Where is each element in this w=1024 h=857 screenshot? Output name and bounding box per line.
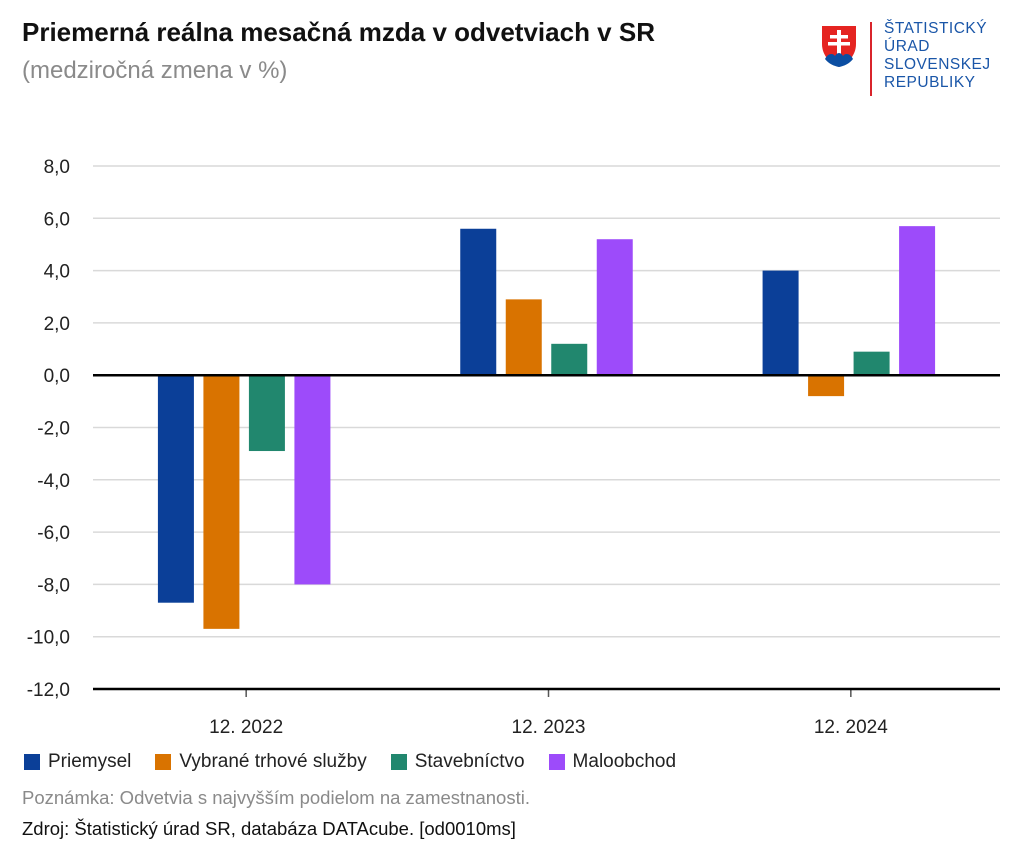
bar <box>596 239 633 376</box>
y-tick-label: 4,0 <box>44 262 70 283</box>
y-tick-label: -10,0 <box>27 628 70 649</box>
chart-legend: Priemysel Vybrané trhové služby Stavební… <box>24 751 676 773</box>
x-tick-label: 12. 2023 <box>512 717 586 738</box>
x-tick-label: 12. 2022 <box>209 717 283 738</box>
bar <box>505 299 542 376</box>
statistical-office-logo: ŠTATISTICKÝ ÚRAD SLOVENSKEJ REPUBLIKY <box>818 18 1008 98</box>
x-tick-label: 12. 2024 <box>814 717 888 738</box>
y-tick-label: 0,0 <box>44 366 70 387</box>
legend-item-sluzby: Vybrané trhové služby <box>155 751 367 773</box>
y-tick-label: -8,0 <box>37 575 70 596</box>
logo-line: REPUBLIKY <box>884 74 976 91</box>
y-tick-label: 2,0 <box>44 314 70 335</box>
legend-label: Maloobchod <box>572 751 677 772</box>
y-tick-label: 6,0 <box>44 209 70 230</box>
y-tick-label: -6,0 <box>37 523 70 544</box>
bar <box>460 228 497 376</box>
logo-line: SLOVENSKEJ <box>884 56 991 73</box>
chart-note: Poznámka: Odvetvia s najvyšším podielom … <box>22 787 530 808</box>
logo-line: ŠTATISTICKÝ <box>884 20 988 37</box>
legend-item-maloobchod: Maloobchod <box>548 751 677 773</box>
legend-item-priemysel: Priemysel <box>24 751 131 773</box>
logo-divider <box>870 22 872 96</box>
y-tick-label: 8,0 <box>44 157 70 178</box>
y-tick-label: -4,0 <box>37 471 70 492</box>
bar <box>203 375 240 629</box>
legend-label: Priemysel <box>48 751 132 772</box>
chart-title: Priemerná reálna mesačná mzda v odvetvia… <box>22 17 655 47</box>
bar <box>853 351 890 376</box>
bar <box>294 375 331 585</box>
legend-swatch <box>155 754 172 770</box>
logo-wordmark: ŠTATISTICKÝ ÚRAD SLOVENSKEJ REPUBLIKY <box>884 20 991 92</box>
logo-line: ÚRAD <box>884 38 930 55</box>
bar <box>899 226 936 376</box>
y-tick-label: -12,0 <box>27 680 70 701</box>
bar <box>762 270 799 376</box>
legend-item-stavebnictvo: Stavebníctvo <box>390 751 525 773</box>
legend-swatch <box>390 754 407 770</box>
bar <box>551 343 588 376</box>
bar <box>248 375 285 452</box>
chart-subtitle: (medziročná zmena v %) <box>22 57 288 84</box>
legend-label: Stavebníctvo <box>414 751 525 772</box>
legend-label: Vybrané trhové služby <box>179 751 367 772</box>
legend-swatch <box>548 754 565 770</box>
slovak-coat-of-arms-icon <box>819 23 859 70</box>
legend-swatch <box>24 754 40 770</box>
y-tick-label: -2,0 <box>37 419 70 440</box>
chart-source: Zdroj: Štatistický úrad SR, databáza DAT… <box>22 818 516 839</box>
bar <box>157 375 194 603</box>
bar <box>808 375 845 397</box>
